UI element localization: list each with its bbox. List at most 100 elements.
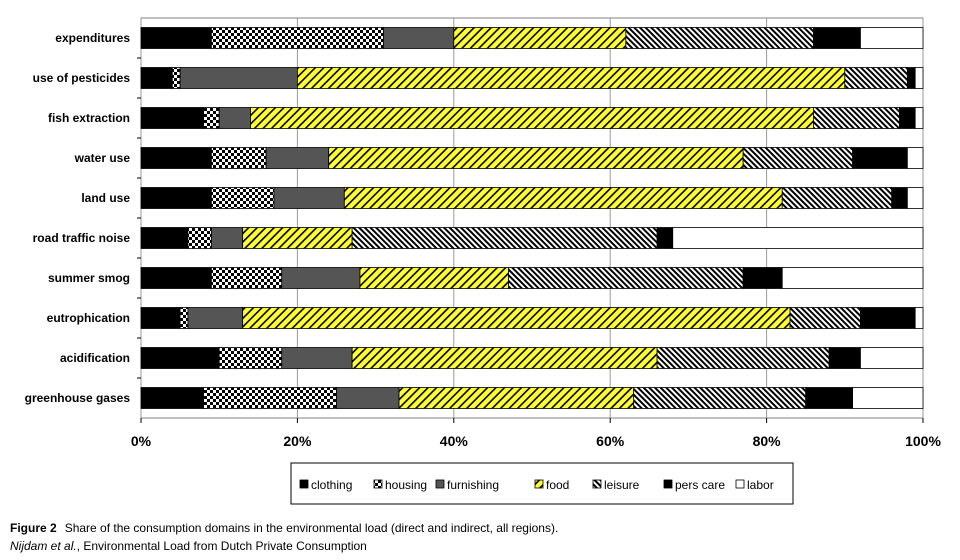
category-label: road traffic noise — [33, 231, 131, 245]
legend-label: labor — [747, 478, 774, 492]
bar-segment — [171, 67, 181, 89]
bar-segment — [187, 227, 212, 249]
bar-segment — [187, 307, 244, 329]
bar-segment — [140, 267, 212, 289]
x-axis-ticks: 0% 20% 40% 60% 80% 100% — [131, 57, 941, 449]
bar-segment — [383, 27, 455, 49]
bar-segment — [906, 147, 924, 169]
bar-segment — [914, 107, 924, 129]
bar-segment — [781, 187, 893, 209]
legend-swatch — [534, 479, 544, 489]
category-label: expenditures — [55, 31, 130, 45]
bar-segment — [140, 147, 212, 169]
bar-segment — [860, 307, 916, 329]
bar-segment — [453, 27, 627, 49]
bar-segment — [351, 347, 658, 369]
bar-segment — [351, 227, 658, 249]
x-tick-label: 80% — [753, 433, 782, 449]
x-tick-label: 20% — [283, 433, 312, 449]
bar-segment — [210, 227, 244, 249]
bar-segment — [852, 387, 924, 409]
bar-segment — [633, 387, 807, 409]
bar-segment — [273, 187, 345, 209]
bar-segment — [914, 67, 924, 89]
legend-swatch — [373, 479, 383, 489]
bar-segment — [742, 267, 783, 289]
bar-segment — [140, 347, 220, 369]
category-label: acidification — [60, 351, 130, 365]
legend-swatch — [663, 479, 673, 489]
figure-label: Figure 2 — [10, 521, 57, 535]
bar-segment — [210, 187, 275, 209]
bar-segment — [789, 307, 861, 329]
bar-segment — [742, 147, 854, 169]
bar-segment — [218, 347, 283, 369]
bar-segment — [140, 27, 212, 49]
caption-text: Share of the consumption domains in the … — [64, 521, 559, 535]
x-tick-label: 100% — [905, 433, 941, 449]
legend-label: food — [546, 478, 569, 492]
bar-segment — [336, 387, 400, 409]
bar-segment — [852, 147, 908, 169]
category-labels: expenditures use of pesticides fish extrac… — [25, 31, 131, 405]
figure-source: Nijdam et al., Environmental Load from D… — [10, 539, 367, 553]
legend: clothing housing furnishing food leisure pers… — [290, 462, 794, 505]
bar-segment — [296, 67, 846, 89]
legend-label: pers care — [675, 478, 725, 492]
bar-segment — [140, 307, 181, 329]
bar-segment — [203, 107, 220, 129]
bar-segment — [250, 107, 814, 129]
bar-segment — [805, 387, 854, 409]
bar-segment — [860, 27, 924, 49]
category-label: land use — [81, 191, 130, 205]
figure-caption: Figure 2 Share of the consumption domains… — [10, 521, 558, 535]
legend-label: leisure — [604, 478, 640, 492]
bar-segment — [140, 387, 204, 409]
bar-segment — [359, 267, 509, 289]
bar-segment — [813, 27, 861, 49]
bar-segment — [891, 187, 908, 209]
category-label: summer smog — [48, 271, 130, 285]
bar-segment — [179, 67, 298, 89]
bar-segment — [140, 227, 189, 249]
legend-label: housing — [385, 478, 427, 492]
bar-segment — [242, 227, 353, 249]
bar-segment — [328, 147, 744, 169]
bar-segment — [906, 187, 924, 209]
bar-segment — [210, 27, 384, 49]
legend-swatch — [435, 479, 445, 489]
bar-segment — [828, 347, 861, 369]
bar-segment — [179, 307, 189, 329]
bar-segment — [914, 307, 924, 329]
bar-segment — [210, 267, 283, 289]
bar-segment — [140, 187, 212, 209]
bar-segment — [210, 147, 267, 169]
category-label: use of pesticides — [33, 71, 131, 85]
bar-segment — [844, 67, 908, 89]
bar-segment — [656, 227, 674, 249]
bar-segment — [508, 267, 744, 289]
bars — [140, 27, 924, 409]
bar-segment — [203, 387, 337, 409]
bar-segment — [343, 187, 783, 209]
source-authors: Nijdam et al. — [10, 539, 77, 553]
bar-segment — [218, 107, 251, 129]
bar-segment — [281, 267, 361, 289]
bar-segment — [140, 67, 173, 89]
bar-segment — [281, 347, 353, 369]
bar-segment — [906, 67, 916, 89]
bar-segment — [398, 387, 635, 409]
legend-label: furnishing — [447, 478, 499, 492]
bar-segment — [813, 107, 900, 129]
bar-segment — [781, 267, 924, 289]
category-label: greenhouse gases — [25, 391, 131, 405]
category-label: fish extraction — [48, 111, 130, 125]
category-label: water use — [74, 151, 131, 165]
bar-segment — [625, 27, 814, 49]
legend-swatch — [592, 479, 602, 489]
bar-segment — [899, 107, 916, 129]
bar-segment — [140, 107, 204, 129]
bar-segment — [265, 147, 330, 169]
x-tick-label: 60% — [596, 433, 625, 449]
